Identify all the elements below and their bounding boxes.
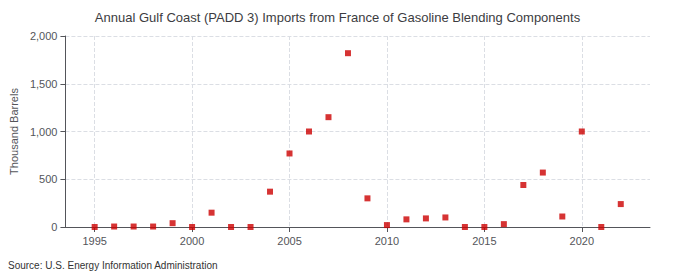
svg-text:Source: U.S. Energy Informatio: Source: U.S. Energy Information Administ… — [8, 260, 218, 271]
svg-text:1,000: 1,000 — [30, 126, 58, 138]
svg-text:2000: 2000 — [180, 235, 204, 247]
svg-text:Thousand Barrels: Thousand Barrels — [8, 88, 20, 175]
svg-text:2020: 2020 — [570, 235, 594, 247]
svg-text:2005: 2005 — [277, 235, 301, 247]
svg-text:1995: 1995 — [82, 235, 106, 247]
svg-text:500: 500 — [39, 173, 57, 185]
svg-text:0: 0 — [51, 221, 57, 233]
svg-text:2010: 2010 — [375, 235, 399, 247]
svg-text:1,500: 1,500 — [30, 78, 58, 90]
svg-text:Annual Gulf Coast (PADD 3) Imp: Annual Gulf Coast (PADD 3) Imports from … — [95, 10, 581, 25]
svg-text:2,000: 2,000 — [30, 30, 58, 42]
svg-text:2015: 2015 — [472, 235, 496, 247]
